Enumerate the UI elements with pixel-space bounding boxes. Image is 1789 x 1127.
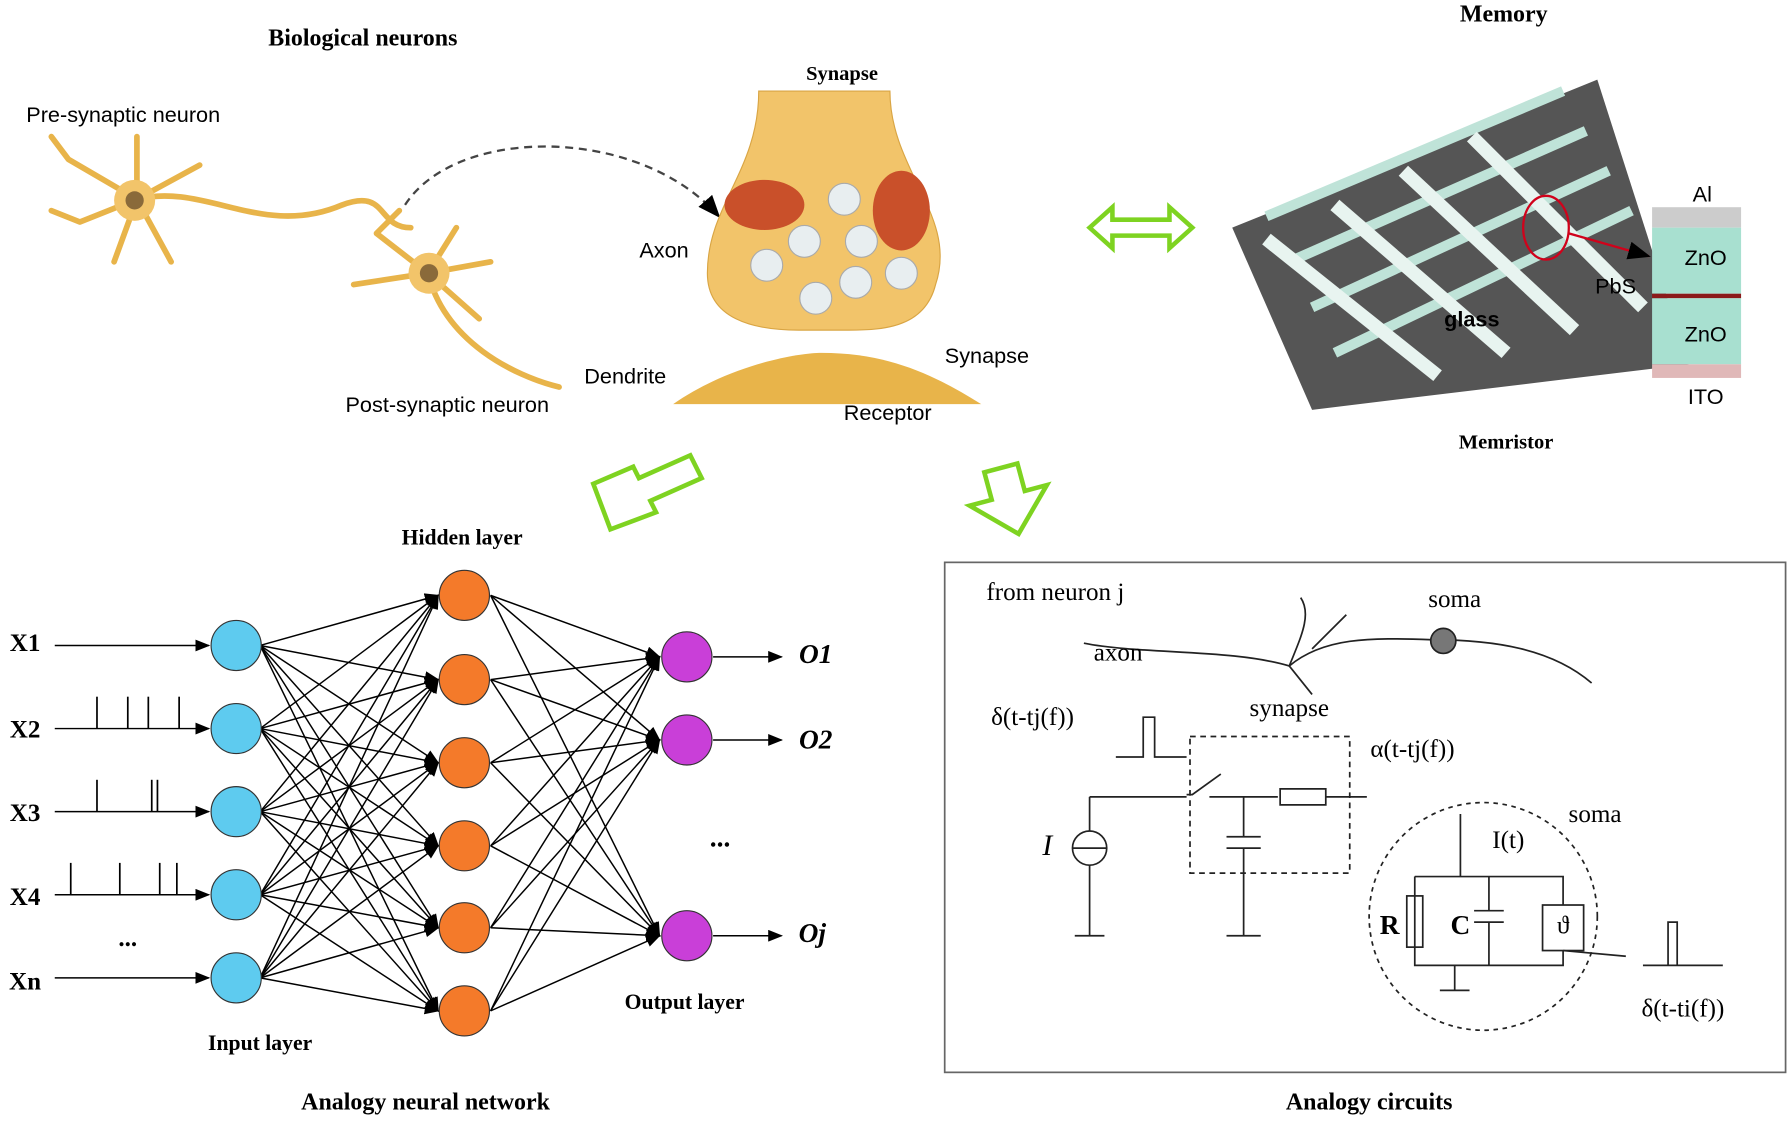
hidden-node: [438, 569, 491, 621]
cleft-label: Synapse: [945, 343, 1029, 368]
hidden-node: [438, 820, 491, 872]
circuit: [1071, 597, 1723, 1032]
edge: [259, 594, 439, 896]
edge: [259, 844, 440, 979]
edge: [490, 656, 661, 764]
receptor-label: Receptor: [844, 400, 932, 425]
input-node: [210, 702, 262, 755]
glass-label: glass: [1444, 307, 1499, 332]
edge: [259, 761, 440, 979]
edge: [489, 738, 661, 1012]
bio-title: Biological neurons: [268, 25, 457, 51]
circuit-label: ϑ: [1557, 913, 1570, 940]
input-node: [210, 786, 262, 838]
layer-label: ZnO: [1685, 322, 1727, 347]
network: [54, 569, 784, 1037]
circuit-label: I: [1041, 830, 1054, 862]
circuit-label: R: [1380, 910, 1400, 940]
circuit-label: C: [1451, 910, 1471, 940]
circuit-label: soma: [1569, 801, 1622, 828]
circuit-label: from neuron j: [986, 579, 1124, 606]
input-node: [210, 869, 262, 921]
hidden-node: [438, 737, 491, 789]
outputs: O1 O2 ... Oj: [711, 639, 833, 948]
layer-label: ITO: [1688, 384, 1724, 409]
input-name: ...: [118, 925, 137, 952]
input-name: X4: [10, 884, 41, 911]
edge: [259, 594, 439, 979]
input-label: Input layer: [208, 1031, 313, 1055]
edge: [259, 594, 440, 813]
edge: [490, 652, 661, 681]
output-node: [661, 631, 713, 683]
inputs: X1 X2 X3 X4 ... Xn: [9, 630, 137, 995]
neurons: [48, 133, 562, 390]
edge: [259, 678, 439, 979]
edge: [489, 655, 661, 1012]
circuits-title: Analogy circuits: [1286, 1090, 1453, 1116]
hidden-node: [438, 985, 491, 1037]
edge: [490, 655, 661, 847]
edge: [489, 679, 661, 937]
circuit-label: I(t): [1492, 827, 1524, 854]
circuit-label: α(t-tj(f)): [1370, 736, 1454, 763]
edge: [490, 762, 661, 937]
circuit-label: soma: [1428, 586, 1481, 613]
circuit-labels: from neuron j axon soma synapse δ(t-tj(f…: [986, 579, 1724, 1023]
post-label: Post-synaptic neuron: [345, 392, 549, 417]
layer-label: PbS: [1595, 274, 1636, 299]
synapse-drawing: [673, 90, 982, 405]
edge: [490, 935, 661, 1012]
input-name: X3: [10, 800, 41, 827]
memory-title: Memory: [1460, 1, 1548, 27]
crossbar: [1232, 79, 1742, 410]
output-node: [661, 910, 713, 962]
output-name: Oj: [799, 918, 827, 948]
network-title: Analogy neural network: [301, 1090, 551, 1116]
output-label: Output layer: [625, 990, 745, 1014]
layers: Al ZnO PbS ZnO ITO: [1595, 182, 1727, 410]
layer-label: ZnO: [1685, 245, 1727, 270]
dashed-arrow: [404, 145, 721, 219]
hidden-label: Hidden layer: [402, 526, 523, 550]
edge: [489, 655, 661, 929]
edge: [259, 925, 440, 979]
synapse-title: Synapse: [806, 63, 878, 85]
edge: [490, 927, 661, 942]
pre-label: Pre-synaptic neuron: [26, 102, 220, 127]
output-node: [661, 714, 713, 766]
edge: [490, 845, 661, 937]
circuit-box: [943, 561, 1787, 1074]
output-name: O1: [799, 639, 832, 669]
green-arrows: [590, 202, 1196, 537]
edge: [259, 594, 440, 730]
input-name: X1: [10, 630, 41, 657]
hidden-node: [438, 902, 491, 954]
layer-label: Al: [1693, 182, 1712, 207]
memristor-title: Memristor: [1459, 432, 1554, 454]
input-name: Xn: [9, 968, 41, 995]
edge: [259, 593, 440, 647]
edge: [259, 977, 440, 1015]
output-name: ...: [711, 822, 732, 852]
input-name: X2: [10, 717, 41, 744]
circuit-label: δ(t-ti(f)): [1641, 996, 1724, 1023]
input-node: [210, 952, 262, 1004]
circuit-label: axon: [1094, 639, 1143, 666]
input-node: [210, 619, 262, 672]
edge: [490, 594, 661, 658]
dendrite-label: Dendrite: [584, 364, 666, 389]
axon-label: Axon: [639, 237, 688, 262]
circuit-label: synapse: [1250, 695, 1329, 722]
hidden-node: [438, 654, 491, 706]
edge: [489, 595, 661, 938]
output-name: O2: [799, 725, 833, 755]
circuit-label: δ(t-tj(f)): [991, 704, 1074, 731]
